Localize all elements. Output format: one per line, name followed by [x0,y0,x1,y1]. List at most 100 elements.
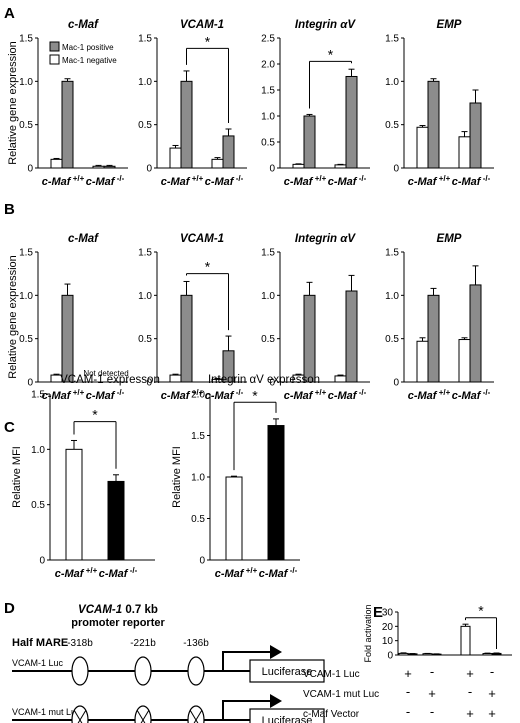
panel-A-chart-1-y-tick-label: 0.5 [19,120,33,131]
panel-C-chart-2-bar [225,476,243,561]
panel-A-chart-4-bar [458,136,471,169]
panel-E-ylabel: Fold activation [363,604,373,662]
panel-label-B: B [4,201,15,218]
panel-B-chart-2-y-tick-label: 1.0 [138,291,152,302]
panel-B-chart-2-y-tick-label: 1.5 [138,248,152,259]
panel-B-chart-3-bar [303,294,316,383]
panel-B-chart-1-group-label: c-Maf -/- [86,388,125,403]
panel-E-chart-y-tick-label: 20 [382,622,394,633]
panel-A-chart-3-y-tick-label: 0 [269,164,275,175]
diagram-construct-2-site-mutation [77,709,87,723]
panel-A-chart-1-group-label: c-Maf +/+ [42,174,85,189]
panel-A-chart-2-group-label: c-Maf -/- [205,174,244,189]
diagram-site-position: -221b [130,638,156,649]
panel-B-chart-1-group-label: c-Maf +/+ [42,388,85,403]
panel-A-chart-3-group-label: c-Maf -/- [328,174,367,189]
panel-E-table-sign: + [466,706,474,721]
panel-C-chart-2-ylabel: Relative MFI [171,446,183,508]
panel-label-A: A [4,5,15,22]
panel-A-chart-3-bar [334,164,347,169]
panel-E-chart-bar [398,652,409,656]
panel-B-chart-4-group-label: c-Maf +/+ [408,388,451,403]
panel-label-E: E [373,604,383,621]
panel-A-chart-2-group-label: c-Maf +/+ [161,174,204,189]
diagram-construct-2-site [71,705,89,723]
panel-label-C: C [4,419,15,436]
panel-C-chart-1-y-tick-label: 0 [39,556,45,567]
panel-B-chart-3-y-tick-label: 0 [269,378,275,389]
diagram-site-position: -136b [183,638,209,649]
panel-C-chart-2-y-tick-label: 1.5 [191,431,205,442]
panel-A-chart-1-legend-negative: Mac-1 negative [62,56,117,65]
panel-A-chart-3-group-label: c-Maf +/+ [284,174,327,189]
panel-B-chart-2-y-tick-label: 0 [146,378,152,389]
panel-A-chart-4-group-label: c-Maf +/+ [408,174,451,189]
panel-A-chart-1-legend-swatch-negative [49,54,60,65]
panel-E-chart-significance-star: * [478,603,484,619]
panel-C-chart-2-category-label: c-Maf -/- [259,566,298,581]
panel-C-chart-1-category-label: c-Maf +/+ [55,566,98,581]
panel-E-chart-y-tick-label: 10 [382,636,394,647]
panel-E-chart-y-tick-label: 0 [387,651,393,662]
panel-A-chart-4-y-tick-label: 1.5 [385,34,399,45]
panel-B-chart-4-y-tick-label: 1.0 [385,291,399,302]
panel-B-chart-3-group-label: c-Maf +/+ [284,388,327,403]
panel-E-table-sign: + [488,686,496,701]
panel-E-table-sign: - [468,684,472,699]
diagram-construct-2-tss-arrow [222,700,272,720]
panel-E-table-sign: + [428,686,436,701]
panel-A-chart-2-bar [169,147,182,169]
panel-A-ylabel: Relative gene expression [7,41,19,165]
panel-A-chart-3-y-tick-label: 2.0 [261,60,275,71]
panel-A-chart-4-bar [469,102,482,169]
panel-A-chart-3-title: Integrin αV [295,19,356,31]
diagram-construct-2-label: VCAM-1 mut Luc [12,707,81,717]
panel-A-chart-1-bar [50,158,63,169]
panel-A-chart-2-y-tick-label: 0 [146,164,152,175]
panel-E-chart-bar [491,652,502,656]
panel-A-chart-1-y-tick-label: 1.5 [19,34,33,45]
panel-B-chart-4-y-tick-label: 0.5 [385,334,399,345]
panel-B-chart-4-group-label: c-Maf -/- [452,388,491,403]
panel-A-chart-4-bar [427,80,440,169]
panel-C-chart-2-y-tick-label: 1.0 [191,473,205,484]
panel-E-table-sign: + [404,666,412,681]
panel-A-chart-1-bar [61,80,74,169]
panel-C-chart-2-category-label: c-Maf +/+ [215,566,258,581]
panel-B-chart-2-group-label: c-Maf +/+ [161,388,204,403]
panel-C-chart-2-title: Integrin αV expresson [208,374,320,386]
diagram-construct-1-tss-arrow [222,651,272,671]
panel-E-table-row-label: c-Maf Vector [303,709,360,720]
panel-B-chart-4-bar [416,340,429,383]
panel-B-chart-1-annotation: Not detected [83,369,128,378]
panel-E-table-sign: - [406,704,410,719]
panel-B-chart-2-bar [180,294,193,383]
panel-E-table-sign: + [466,666,474,681]
panel-C-chart-1-category-label: c-Maf -/- [99,566,138,581]
panel-C-chart-1-bar [107,480,125,561]
panel-A-chart-2-y-tick-label: 1.5 [138,34,152,45]
diagram-construct-2-site-mutation [193,709,203,723]
panel-A-chart-4-bar [416,126,429,169]
diagram-construct-1-label: VCAM-1 Luc [12,658,64,668]
diagram-construct-1-tss-arrowhead [270,645,282,659]
panel-E-table-sign: - [430,664,434,679]
panel-B-chart-4-y-tick-label: 1.5 [385,248,399,259]
panel-C-chart-1-y-tick-label: 0.5 [31,500,45,511]
panel-A-chart-2-bar [180,80,193,169]
panel-E-chart-y-tick-label: 30 [382,608,394,619]
panel-A-chart-3-bar [292,163,305,169]
panel-B-chart-4-y-tick-label: 0 [393,378,399,389]
panel-B-chart-3-y-tick-label: 1.5 [261,248,275,259]
panel-A-chart-3-y-tick-label: 1.0 [261,112,275,123]
panel-C-chart-2-y-tick-label: 0 [199,556,205,567]
panel-B-chart-1-y-tick-label: 0 [27,378,33,389]
panel-A-chart-1-bar [103,165,116,169]
panel-A-chart-2-y-tick-label: 1.0 [138,77,152,88]
diagram-construct-2-gene-box [249,708,325,723]
panel-B-chart-4-bar [427,294,440,383]
panel-A-chart-2-y-tick-label: 0.5 [138,120,152,131]
panel-A-chart-4-y-tick-label: 0 [393,164,399,175]
panel-B-chart-1-y-tick-label: 1.5 [19,248,33,259]
